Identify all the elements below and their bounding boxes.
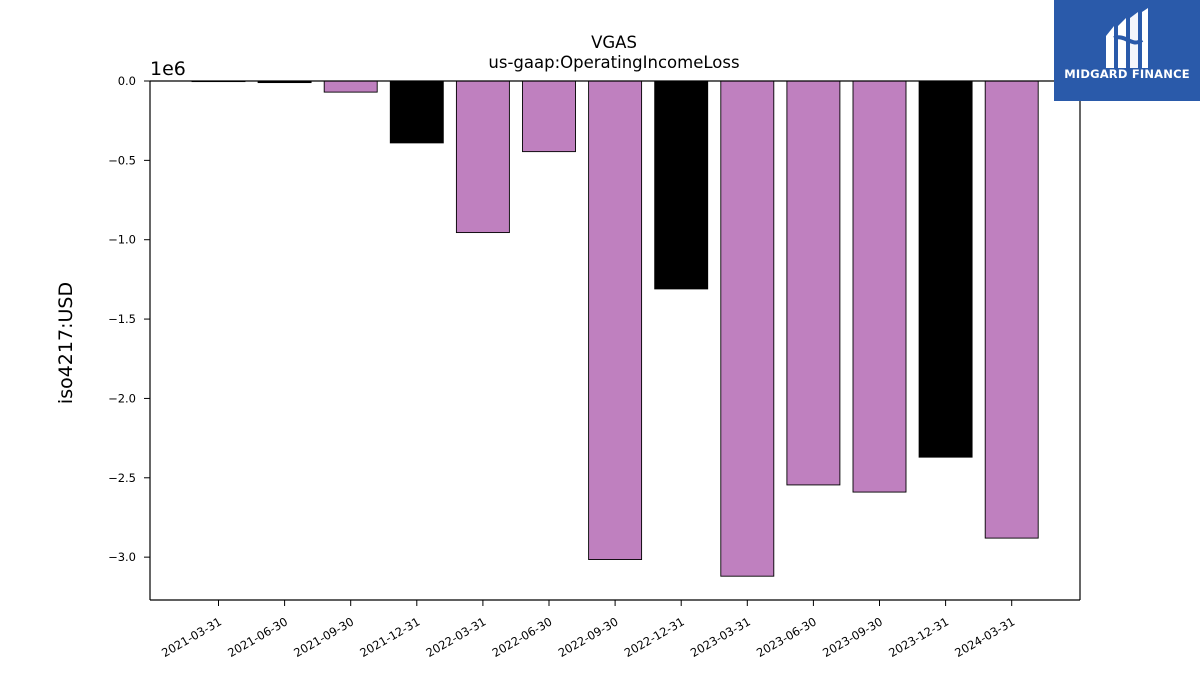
bar-2023-09-30 (852, 80, 907, 493)
x-tick-label: 2023-09-30 (820, 614, 885, 660)
x-tick-label: 2021-12-31 (357, 614, 422, 660)
brand-logo: MIDGARD FINANCE (1054, 0, 1200, 101)
y-offset-label: 1e6 (150, 58, 186, 80)
y-tick-label: −2.5 (108, 471, 136, 485)
y-tick-label: −3.0 (108, 550, 136, 564)
midgard-finance-logo-icon (1106, 8, 1148, 68)
x-tick-label: 2021-06-30 (225, 614, 290, 660)
bars-layer (191, 80, 1039, 577)
bar-2023-03-31 (720, 80, 775, 577)
x-tick-label: 2021-09-30 (291, 614, 356, 660)
x-tick-label: 2024-03-31 (952, 614, 1017, 660)
bar-2022-12-31 (654, 80, 709, 290)
y-tick-label: −2.0 (108, 391, 136, 405)
x-tick-label: 2021-03-31 (159, 614, 224, 660)
x-tick-label: 2022-12-31 (622, 614, 687, 660)
brand-name: MIDGARD FINANCE (1064, 67, 1190, 81)
x-tick-label: 2023-12-31 (886, 614, 951, 660)
bar-2021-09-30 (323, 80, 378, 93)
bar-2022-06-30 (522, 80, 576, 153)
bar-2022-09-30 (588, 80, 643, 560)
bar-2021-12-31 (389, 80, 444, 144)
y-tick-label: −1.0 (108, 233, 136, 247)
x-tick-label: 2022-03-31 (424, 614, 489, 660)
bar-2023-12-31 (918, 80, 973, 458)
y-axis-label: iso4217:USD (55, 282, 77, 404)
x-tick-label: 2022-09-30 (556, 614, 621, 660)
x-tick-label: 2023-03-31 (688, 614, 753, 660)
chart-subtitle: us-gaap:OperatingIncomeLoss (488, 53, 739, 72)
chart-title: VGAS (591, 33, 637, 52)
x-tick-label: 2022-06-30 (490, 614, 555, 660)
y-tick-label: −1.5 (108, 312, 136, 326)
bar-2022-03-31 (455, 80, 510, 234)
bar-2023-06-30 (786, 80, 841, 486)
bar-2024-03-31 (984, 80, 1039, 539)
y-tick-label: −0.5 (108, 153, 136, 167)
x-tick-label: 2023-06-30 (754, 614, 819, 660)
y-tick-label: 0.0 (118, 74, 136, 88)
